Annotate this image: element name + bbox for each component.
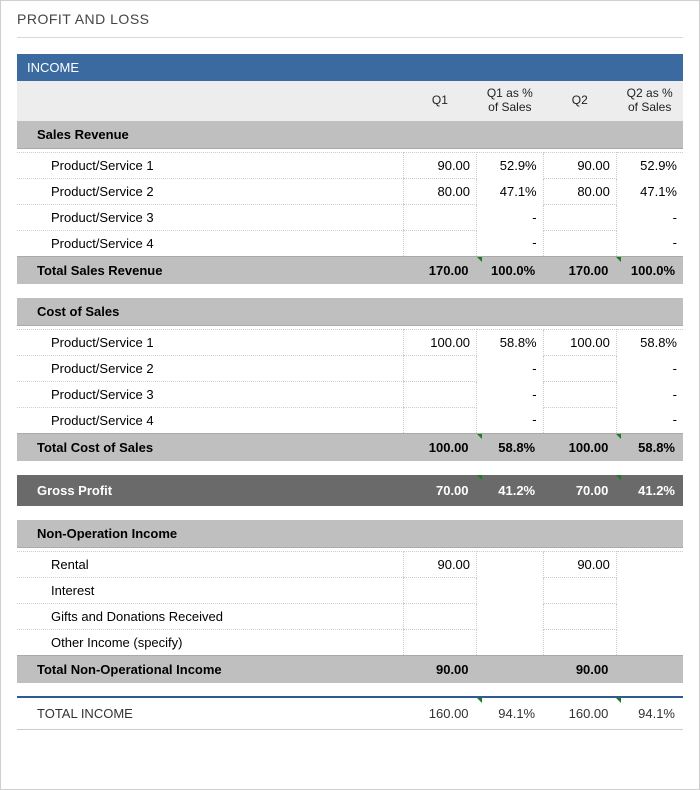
q2-value[interactable]	[543, 204, 616, 230]
row-label: Product/Service 2	[17, 355, 403, 381]
q2-value[interactable]	[543, 577, 616, 603]
q1-pct: -	[477, 204, 544, 230]
cost-total-row: Total Cost of Sales 100.00 58.8% 100.00 …	[17, 433, 683, 461]
col-q2: Q2	[543, 81, 616, 121]
nonop-total-row: Total Non-Operational Income 90.00 90.00	[17, 655, 683, 683]
tick-icon	[616, 257, 621, 262]
q2-pct	[616, 629, 683, 655]
q2-pct	[616, 551, 683, 577]
nonop-row: Other Income (specify)	[17, 629, 683, 655]
q1-pct: -	[477, 230, 544, 256]
q2-pct: 58.8%	[616, 329, 683, 355]
q2-value[interactable]: 100.00	[543, 329, 616, 355]
q1-pct: 47.1%	[477, 178, 544, 204]
q2-pct	[616, 603, 683, 629]
col-q1p: Q1 as % of Sales	[477, 81, 544, 121]
q1-value[interactable]	[403, 204, 476, 230]
col-q2p: Q2 as % of Sales	[616, 81, 683, 121]
q1-pct	[477, 577, 544, 603]
q1-pct: -	[477, 407, 544, 433]
q1-value[interactable]: 100.00	[403, 329, 476, 355]
sales-row: Product/Service 280.0047.1%80.0047.1%	[17, 178, 683, 204]
page: PROFIT AND LOSS INCOME Q1 Q1 as % of Sal…	[0, 0, 700, 790]
section-income-bar: INCOME	[17, 54, 683, 81]
total-income-row: TOTAL INCOME 160.00 94.1% 160.00 94.1%	[17, 697, 683, 730]
q2-value[interactable]: 90.00	[543, 152, 616, 178]
q2-value[interactable]: 80.00	[543, 178, 616, 204]
q2-pct: -	[616, 381, 683, 407]
sales-row: Product/Service 190.0052.9%90.0052.9%	[17, 152, 683, 178]
q1-value[interactable]	[403, 355, 476, 381]
cost-subhead: Cost of Sales	[17, 298, 683, 326]
row-label: Rental	[17, 551, 403, 577]
q2-value[interactable]	[543, 629, 616, 655]
q2-value[interactable]	[543, 355, 616, 381]
tick-icon	[616, 434, 621, 439]
tick-icon	[616, 475, 621, 480]
sales-row: Product/Service 4 - -	[17, 230, 683, 256]
q1-value[interactable]	[403, 629, 476, 655]
column-headers: Q1 Q1 as % of Sales Q2 Q2 as % of Sales	[17, 81, 683, 121]
q1-value[interactable]	[403, 407, 476, 433]
q2-value[interactable]	[543, 407, 616, 433]
q1-pct	[477, 629, 544, 655]
row-label: Other Income (specify)	[17, 629, 403, 655]
tick-icon	[477, 475, 482, 480]
q2-pct: -	[616, 230, 683, 256]
q2-pct: 47.1%	[616, 178, 683, 204]
tick-icon	[477, 698, 482, 703]
sales-total-row: Total Sales Revenue 170.00 100.0% 170.00…	[17, 256, 683, 284]
nonop-row: Rental90.0090.00	[17, 551, 683, 577]
row-label: Interest	[17, 577, 403, 603]
q2-value[interactable]	[543, 230, 616, 256]
row-label: Product/Service 3	[17, 204, 403, 230]
nonop-subhead: Non-Operation Income	[17, 520, 683, 548]
q1-value[interactable]: 90.00	[403, 551, 476, 577]
q1-pct: -	[477, 355, 544, 381]
page-title: PROFIT AND LOSS	[17, 11, 683, 38]
row-label: Product/Service 1	[17, 152, 403, 178]
gross-profit-row: Gross Profit 70.00 41.2% 70.00 41.2%	[17, 475, 683, 506]
q2-value[interactable]	[543, 381, 616, 407]
cost-row: Product/Service 1100.0058.8%100.0058.8%	[17, 329, 683, 355]
q1-value[interactable]	[403, 577, 476, 603]
q2-pct: -	[616, 407, 683, 433]
q2-pct: -	[616, 204, 683, 230]
q1-pct: -	[477, 381, 544, 407]
q2-value[interactable]	[543, 603, 616, 629]
tick-icon	[477, 257, 482, 262]
q2-pct	[616, 577, 683, 603]
tick-icon	[616, 698, 621, 703]
q1-pct	[477, 551, 544, 577]
row-label: Product/Service 2	[17, 178, 403, 204]
q2-pct: 52.9%	[616, 152, 683, 178]
q1-pct	[477, 603, 544, 629]
q1-value[interactable]: 80.00	[403, 178, 476, 204]
cost-row: Product/Service 4 - -	[17, 407, 683, 433]
row-label: Product/Service 3	[17, 381, 403, 407]
tick-icon	[477, 434, 482, 439]
q1-value[interactable]	[403, 603, 476, 629]
pl-table: Q1 Q1 as % of Sales Q2 Q2 as % of Sales …	[17, 81, 683, 730]
sales-subhead: Sales Revenue	[17, 121, 683, 149]
col-q1: Q1	[403, 81, 476, 121]
nonop-row: Gifts and Donations Received	[17, 603, 683, 629]
cost-row: Product/Service 3 - -	[17, 381, 683, 407]
q2-pct: -	[616, 355, 683, 381]
row-label: Gifts and Donations Received	[17, 603, 403, 629]
row-label: Product/Service 4	[17, 230, 403, 256]
q1-pct: 52.9%	[477, 152, 544, 178]
row-label: Product/Service 4	[17, 407, 403, 433]
q1-value[interactable]: 90.00	[403, 152, 476, 178]
nonop-row: Interest	[17, 577, 683, 603]
cost-row: Product/Service 2 - -	[17, 355, 683, 381]
row-label: Product/Service 1	[17, 329, 403, 355]
sales-row: Product/Service 3 - -	[17, 204, 683, 230]
q1-pct: 58.8%	[477, 329, 544, 355]
q1-value[interactable]	[403, 381, 476, 407]
q2-value[interactable]: 90.00	[543, 551, 616, 577]
q1-value[interactable]	[403, 230, 476, 256]
